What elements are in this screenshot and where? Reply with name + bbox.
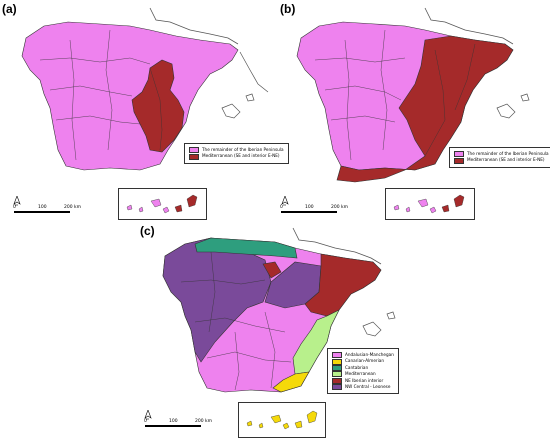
legend-swatch <box>332 377 342 384</box>
legend-label: Cantabrian <box>345 364 369 370</box>
legend-item: The remainder of the Iberian Peninsula <box>189 147 284 154</box>
legend-item: Andalusian-Manchegan <box>332 352 394 359</box>
france-coast <box>149 7 239 45</box>
province-borders <box>180 251 292 391</box>
legend-swatch <box>332 384 342 391</box>
legend-item: NW Central - Leonese <box>332 384 394 391</box>
scale-bar <box>281 211 337 213</box>
balearic-islands <box>386 311 396 320</box>
province-borders <box>39 29 163 161</box>
legend-label: Andalusian-Manchegan <box>345 352 394 357</box>
north-arrow-icon: N <box>13 196 21 206</box>
legend-swatch <box>454 157 464 164</box>
legend-label: Mediterranean (SE and interior E-NE) <box>467 157 545 163</box>
canarian-almerian-region <box>272 371 310 393</box>
spain-map <box>296 7 530 183</box>
north-arrow-icon: N <box>281 196 289 206</box>
legend-label: The remainder of the Iberian Peninsula <box>202 147 284 152</box>
panel-b: (b) The remainder of the Iberian Peninsu… <box>275 0 550 222</box>
canary-islands-inset <box>385 188 475 220</box>
spain-map <box>162 227 396 393</box>
balearic-islands <box>221 103 241 119</box>
legend: The remainder of the Iberian Peninsula M… <box>184 143 289 164</box>
legend-label: Canarian-Almerian <box>345 358 385 364</box>
legend-label: The remainder of the Iberian Peninsula <box>467 151 549 156</box>
balearic-islands <box>520 93 530 102</box>
legend-item: Mediterranean (SE and interior E-NE) <box>454 157 549 164</box>
france-coast <box>424 7 514 45</box>
legend-swatch <box>332 365 342 372</box>
panel-c: (c) Andalusian-Manchegan Canarian-Almeri… <box>135 222 415 443</box>
legend-item: Cantabrian <box>332 364 394 372</box>
legend-item: Canarian-Almerian <box>332 358 394 365</box>
legend-swatch <box>332 352 342 359</box>
legend-swatch <box>332 358 342 365</box>
legend-item: NE Iberian interior <box>332 378 394 384</box>
province-borders <box>314 29 476 161</box>
legend-swatch <box>189 153 199 160</box>
panel-label: (a) <box>2 2 17 16</box>
legend-label: Mediterranean (SE and interior E-NE) <box>202 153 280 159</box>
coast-line <box>239 51 269 93</box>
panel-a: (a) The remainder of the Iberian Peninsu… <box>0 0 289 222</box>
scale-bar <box>14 211 70 213</box>
balearic-islands <box>362 321 382 337</box>
north-arrow-icon: N <box>144 410 152 420</box>
balearic-islands <box>245 93 255 102</box>
spain-map <box>21 7 269 171</box>
legend-swatch <box>454 151 464 158</box>
scale-end: 200 km <box>64 205 82 210</box>
legend-swatch <box>332 371 342 378</box>
ne-iberian-interior-region <box>304 253 382 317</box>
scale-mid: 100 <box>169 419 178 424</box>
scale-end: 200 km <box>331 205 349 210</box>
legend: The remainder of the Iberian Peninsula M… <box>449 147 550 168</box>
scale-bar <box>145 425 201 427</box>
svg-text:N: N <box>146 417 148 420</box>
legend-label: NE Iberian interior <box>345 377 384 383</box>
scale-end: 200 km <box>195 419 213 424</box>
balearic-islands <box>496 103 516 119</box>
scale-zero: 0 <box>144 419 147 424</box>
legend-item: Mediterranean (SE and interior E-NE) <box>189 153 284 160</box>
canary-islands-inset <box>118 188 207 220</box>
mediterranean-region <box>131 59 185 153</box>
panel-label: (b) <box>280 2 296 16</box>
legend-item: Mediterranean <box>332 371 394 378</box>
legend-swatch <box>189 147 199 154</box>
legend-item: The remainder of the Iberian Peninsula <box>454 151 549 158</box>
legend-label: Mediterranean <box>345 371 376 377</box>
cantabrian-region <box>194 237 298 259</box>
svg-text:N: N <box>15 203 17 206</box>
legend: Andalusian-Manchegan Canarian-Almerian C… <box>327 348 399 395</box>
scale-mid: 100 <box>305 205 314 210</box>
legend-label: NW Central - Leonese <box>345 384 391 390</box>
ne-iberian-interior-region <box>262 261 282 279</box>
scale-mid: 100 <box>38 205 47 210</box>
scale-zero: 0 <box>13 205 16 210</box>
france-coast <box>292 227 382 265</box>
mediterranean-region <box>336 35 514 183</box>
scale-zero: 0 <box>280 205 283 210</box>
canary-islands-inset <box>238 402 326 438</box>
panel-label: (c) <box>140 224 155 238</box>
svg-text:N: N <box>283 203 285 206</box>
